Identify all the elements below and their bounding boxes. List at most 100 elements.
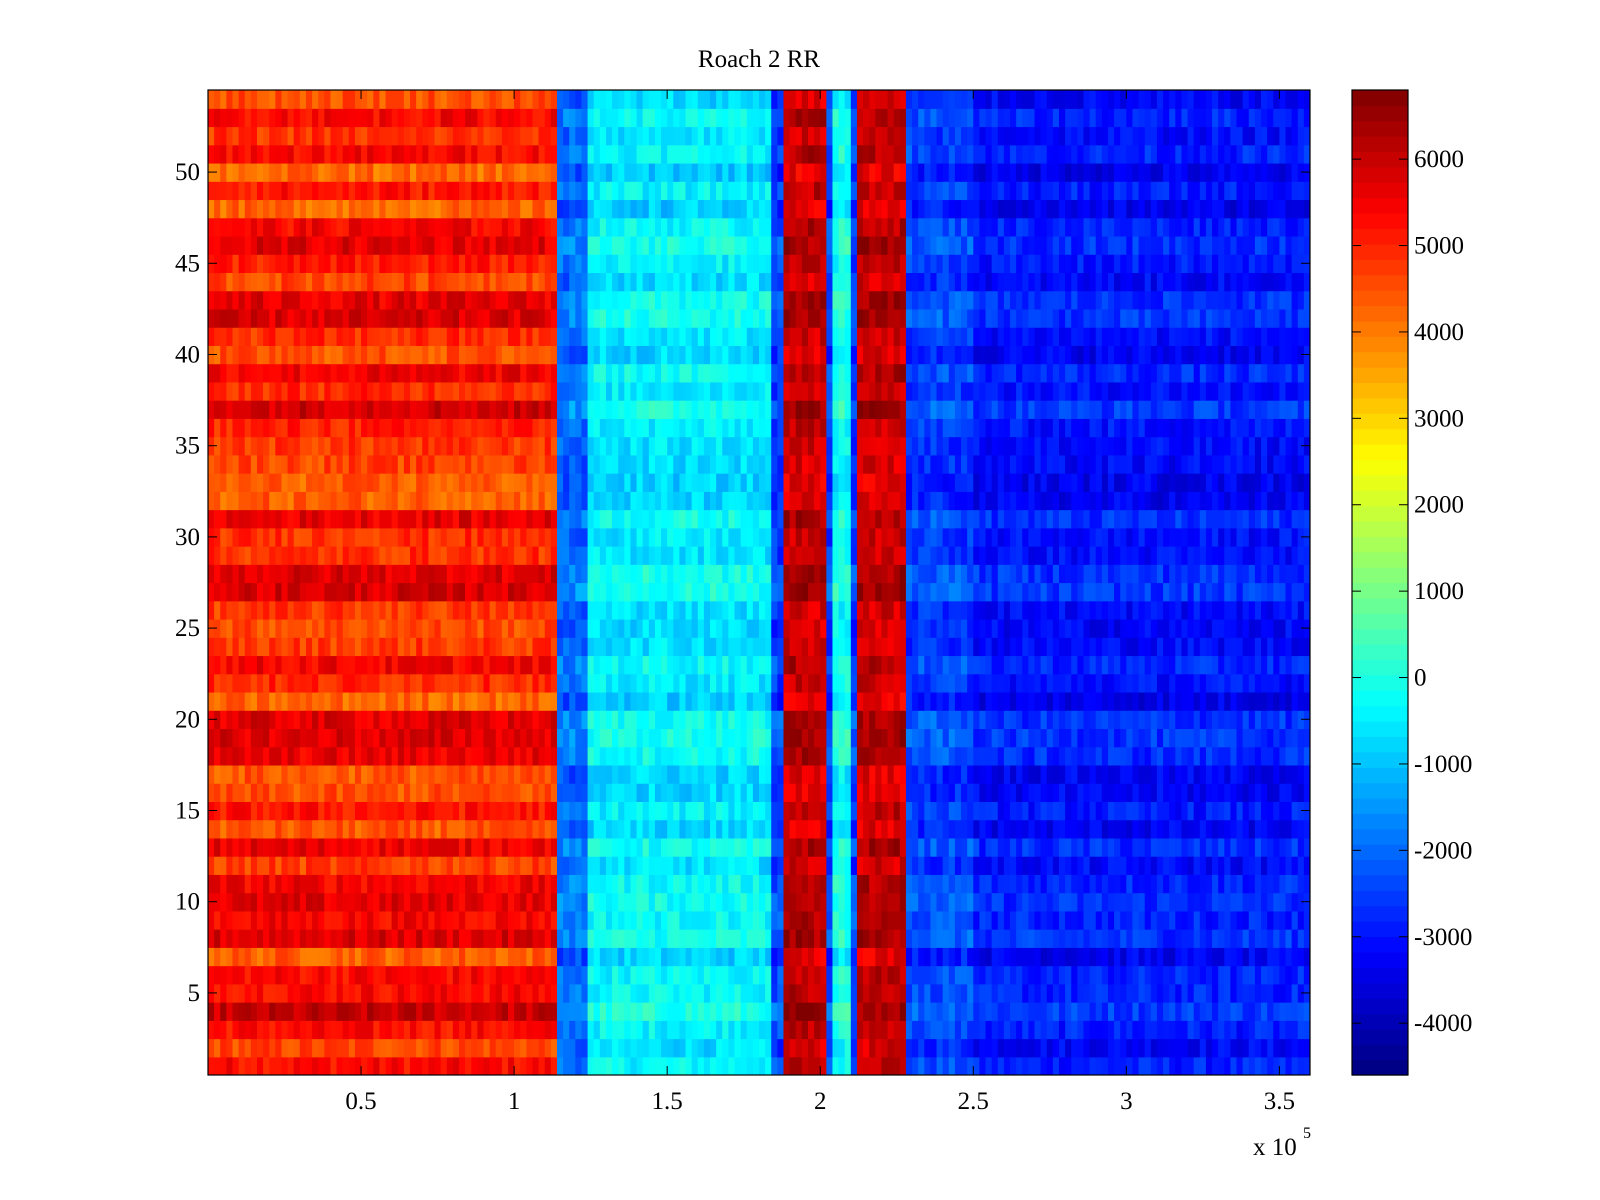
heatmap-cell [477,728,485,748]
heatmap-cell [771,655,778,675]
heatmap-cell [269,673,276,693]
heatmap-cell [1077,983,1085,1003]
heatmap-cell [1303,783,1310,802]
heatmap-cell [624,564,632,584]
heatmap-cell [667,856,674,875]
heatmap-cell [1107,764,1115,784]
heatmap-cell [1236,819,1244,839]
heatmap-cell [667,655,674,675]
heatmap-cell [1114,764,1121,784]
heatmap-cell [1083,965,1091,985]
heatmap-cell [648,819,656,839]
heatmap-cell [354,892,362,912]
heatmap-cell [832,637,840,657]
heatmap-cell [269,837,276,857]
heatmap-cell [1236,983,1244,1003]
heatmap-cell [250,691,258,711]
heatmap-cell [991,1002,999,1021]
heatmap-cell [807,582,815,602]
heatmap-cell [679,764,687,784]
heatmap-cell [630,910,638,930]
heatmap-cell [483,910,491,930]
heatmap-cell [985,746,993,766]
heatmap-cell [385,892,393,912]
heatmap-cell [1163,1038,1170,1058]
heatmap-cell [465,1056,472,1075]
heatmap-cell [544,746,552,766]
heatmap-cell [832,965,840,985]
heatmap-cell [312,764,319,784]
heatmap-cell [348,874,356,894]
heatmap-cell [795,874,803,894]
heatmap-cell [967,929,974,948]
heatmap-cell [814,965,821,985]
heatmap-cell [850,929,858,948]
heatmap-cell [905,874,913,894]
heatmap-cell [1254,965,1262,985]
heatmap-cell [208,837,215,857]
heatmap-cell [1052,874,1060,894]
heatmap-cell [489,819,497,839]
heatmap-cell [1010,691,1017,711]
heatmap-cell [1077,910,1085,930]
heatmap-cell [1010,965,1017,985]
heatmap-cell [789,910,797,930]
heatmap-cell [1132,965,1140,985]
heatmap-cell [795,1002,803,1021]
heatmap-cell [967,582,974,602]
heatmap-cell [269,564,276,584]
heatmap-cell [1114,655,1121,675]
heatmap-cell [459,892,466,912]
heatmap-cell [416,655,423,675]
heatmap-cell [863,564,870,584]
heatmap-cell [495,618,503,638]
heatmap-cell [1138,618,1146,638]
heatmap-cell [630,874,638,894]
heatmap-cell [654,710,662,730]
heatmap-cell [575,874,583,894]
heatmap-cell [1261,637,1268,657]
heatmap-cell [697,746,705,766]
heatmap-cell [422,764,429,784]
heatmap-cell [385,1056,393,1075]
heatmap-cell [354,710,362,730]
heatmap-cell [1150,856,1158,875]
heatmap-cell [373,1020,381,1040]
heatmap-cell [446,856,454,875]
heatmap-cell [1120,801,1127,821]
heatmap-cell [556,710,564,730]
heatmap-cell [1040,874,1048,894]
heatmap-cell [1273,600,1280,620]
heatmap-cell [483,746,491,766]
heatmap-cell [256,564,264,584]
heatmap-cell [948,947,956,967]
heatmap-cell [459,710,466,730]
heatmap-cell [642,655,650,675]
heatmap-cell [997,691,1005,711]
heatmap-cell [238,892,246,912]
heatmap-cell [826,837,834,857]
heatmap-cell [1303,746,1310,766]
heatmap-cell [703,801,711,821]
heatmap-cell [1163,874,1170,894]
heatmap-cell [1224,983,1232,1003]
heatmap-cell [244,582,252,602]
heatmap-cell [856,892,864,912]
heatmap-cell [1083,874,1091,894]
heatmap-cell [379,618,387,638]
heatmap-cell [605,564,613,584]
heatmap-cell [991,1056,999,1075]
heatmap-cell [905,1038,913,1058]
heatmap-cell [856,655,864,675]
heatmap-cell [226,710,234,730]
heatmap-cell [287,618,295,638]
heatmap-cell [361,874,368,894]
heatmap-cell [844,801,852,821]
heatmap-cell [250,1056,258,1075]
heatmap-cell [1003,637,1011,657]
heatmap-cell [220,892,227,912]
heatmap-cell [930,874,938,894]
heatmap-cell [991,618,999,638]
heatmap-cell [446,965,454,985]
